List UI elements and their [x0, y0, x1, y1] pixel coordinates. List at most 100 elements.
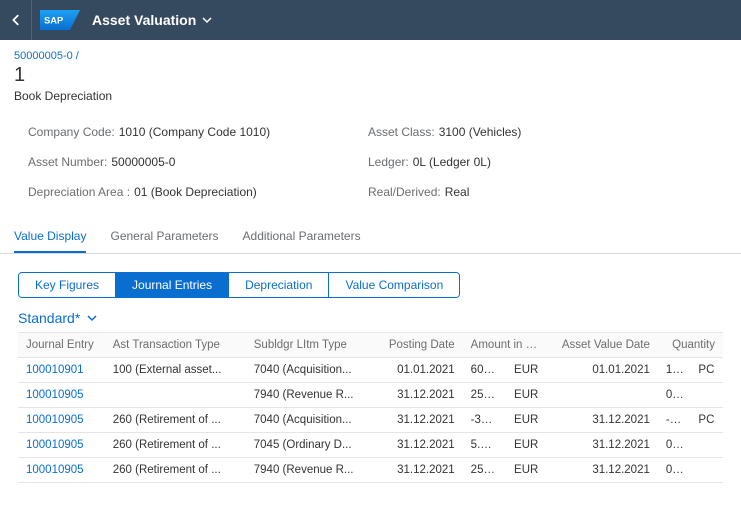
- chevron-down-icon: [202, 15, 212, 25]
- cell-currency: EUR: [506, 383, 549, 408]
- col-quantity[interactable]: Quantity: [658, 333, 723, 358]
- cell-ast-transaction: 260 (Retirement of ...: [105, 433, 246, 458]
- svg-text:SAP: SAP: [44, 15, 63, 25]
- table-row: 100010901100 (External asset...7040 (Acq…: [18, 358, 723, 383]
- cell-asset-value-date: 31.12.2021: [549, 408, 657, 433]
- cell-posting-date: 31.12.2021: [376, 458, 463, 483]
- cell-posting-date: 31.12.2021: [376, 433, 463, 458]
- cell-posting-date: 31.12.2021: [376, 383, 463, 408]
- cell-journal-entry[interactable]: 100010905: [18, 433, 105, 458]
- cell-subldgr: 7040 (Acquisition...: [246, 358, 376, 383]
- cell-asset-value-date: 01.01.2021: [549, 358, 657, 383]
- cell-currency: EUR: [506, 358, 549, 383]
- info-ledger: Ledger: 0L (Ledger 0L): [368, 155, 713, 169]
- journal-entries-table: Journal Entry Ast Transaction Type Subld…: [18, 332, 723, 483]
- table-header-row: Journal Entry Ast Transaction Type Subld…: [18, 333, 723, 358]
- info-label: Asset Class:: [368, 125, 435, 139]
- cell-quantity: 10,000: [658, 358, 691, 383]
- info-value: 01 (Book Depreciation): [134, 185, 257, 199]
- back-button[interactable]: [0, 0, 32, 40]
- table-row: 100010905 7940 (Revenue R...31.12.202125.…: [18, 383, 723, 408]
- col-journal-entry[interactable]: Journal Entry: [18, 333, 105, 358]
- info-value: 50000005-0: [111, 155, 175, 169]
- cell-unit: [690, 458, 723, 483]
- cell-posting-date: 31.12.2021: [376, 408, 463, 433]
- cell-amount: 25.000,00: [463, 458, 506, 483]
- cell-posting-date: 01.01.2021: [376, 358, 463, 383]
- info-value: 1010 (Company Code 1010): [119, 125, 270, 139]
- chevron-left-icon: [9, 13, 23, 27]
- cell-journal-entry[interactable]: 100010905: [18, 383, 105, 408]
- cell-subldgr: 7040 (Acquisition...: [246, 408, 376, 433]
- page-title: Asset Valuation: [92, 12, 196, 28]
- subtabs-wrap: Key Figures Journal Entries Depreciation…: [0, 254, 741, 306]
- variant-label: Standard*: [18, 310, 80, 326]
- cell-ast-transaction: 260 (Retirement of ...: [105, 458, 246, 483]
- breadcrumb[interactable]: 50000005-0 /: [14, 50, 727, 62]
- col-amount[interactable]: Amount in Displ...: [463, 333, 550, 358]
- info-section: Company Code: 1010 (Company Code 1010) A…: [0, 111, 741, 219]
- cell-journal-entry[interactable]: 100010905: [18, 458, 105, 483]
- tab-value-display[interactable]: Value Display: [14, 219, 86, 253]
- tab-additional-parameters[interactable]: Additional Parameters: [243, 219, 361, 253]
- info-value: 3100 (Vehicles): [439, 125, 522, 139]
- cell-quantity: -5,000: [658, 408, 691, 433]
- cell-currency: EUR: [506, 408, 549, 433]
- info-label: Company Code:: [28, 125, 115, 139]
- cell-currency: EUR: [506, 433, 549, 458]
- cell-amount: -30.000,00: [463, 408, 506, 433]
- subtab-journal-entries[interactable]: Journal Entries: [116, 273, 229, 297]
- col-subldgr[interactable]: Subldgr LItm Type: [246, 333, 376, 358]
- subtab-value-comparison[interactable]: Value Comparison: [329, 273, 459, 297]
- cell-unit: PC: [690, 358, 723, 383]
- cell-amount: 5.000,00: [463, 433, 506, 458]
- object-subtitle: Book Depreciation: [14, 89, 727, 103]
- cell-asset-value-date: [549, 383, 657, 408]
- object-header: 50000005-0 / 1 Book Depreciation: [0, 40, 741, 111]
- info-value: Real: [445, 185, 470, 199]
- cell-ast-transaction: [105, 383, 246, 408]
- subtab-key-figures[interactable]: Key Figures: [19, 273, 116, 297]
- page-title-dropdown[interactable]: Asset Valuation: [92, 12, 212, 28]
- info-asset-class: Asset Class: 3100 (Vehicles): [368, 125, 713, 139]
- info-label: Ledger:: [368, 155, 409, 169]
- sap-logo: SAP: [40, 10, 80, 30]
- cell-journal-entry[interactable]: 100010901: [18, 358, 105, 383]
- variant-selector[interactable]: Standard*: [0, 306, 741, 332]
- cell-ast-transaction: 100 (External asset...: [105, 358, 246, 383]
- tab-general-parameters[interactable]: General Parameters: [110, 219, 218, 253]
- info-label: Depreciation Area :: [28, 185, 130, 199]
- cell-currency: EUR: [506, 458, 549, 483]
- journal-entries-table-wrap: Journal Entry Ast Transaction Type Subld…: [0, 332, 741, 501]
- section-tabs: Value Display General Parameters Additio…: [0, 219, 741, 254]
- cell-quantity: 0,000: [658, 458, 691, 483]
- cell-asset-value-date: 31.12.2021: [549, 433, 657, 458]
- chevron-down-icon: [86, 312, 98, 324]
- cell-asset-value-date: 31.12.2021: [549, 458, 657, 483]
- table-row: 100010905260 (Retirement of ...7940 (Rev…: [18, 458, 723, 483]
- info-label: Real/Derived:: [368, 185, 441, 199]
- cell-subldgr: 7940 (Revenue R...: [246, 383, 376, 408]
- cell-subldgr: 7940 (Revenue R...: [246, 458, 376, 483]
- col-asset-value-date[interactable]: Asset Value Date: [549, 333, 657, 358]
- cell-journal-entry[interactable]: 100010905: [18, 408, 105, 433]
- cell-subldgr: 7045 (Ordinary D...: [246, 433, 376, 458]
- info-real-derived: Real/Derived: Real: [368, 185, 713, 199]
- info-label: Asset Number:: [28, 155, 107, 169]
- info-depr-area: Depreciation Area : 01 (Book Depreciatio…: [28, 185, 348, 199]
- info-company-code: Company Code: 1010 (Company Code 1010): [28, 125, 348, 139]
- cell-quantity: 0,000: [658, 433, 691, 458]
- table-row: 100010905260 (Retirement of ...7045 (Ord…: [18, 433, 723, 458]
- col-posting-date[interactable]: Posting Date: [376, 333, 463, 358]
- info-asset-number: Asset Number: 50000005-0: [28, 155, 348, 169]
- cell-quantity: 0,000: [658, 383, 691, 408]
- cell-ast-transaction: 260 (Retirement of ...: [105, 408, 246, 433]
- table-row: 100010905260 (Retirement of ...7040 (Acq…: [18, 408, 723, 433]
- cell-unit: PC: [690, 408, 723, 433]
- col-ast-transaction[interactable]: Ast Transaction Type: [105, 333, 246, 358]
- cell-amount: 25.000,00: [463, 383, 506, 408]
- cell-amount: 60.000,00: [463, 358, 506, 383]
- subtab-depreciation[interactable]: Depreciation: [229, 273, 329, 297]
- object-number: 1: [14, 64, 727, 87]
- info-value: 0L (Ledger 0L): [413, 155, 491, 169]
